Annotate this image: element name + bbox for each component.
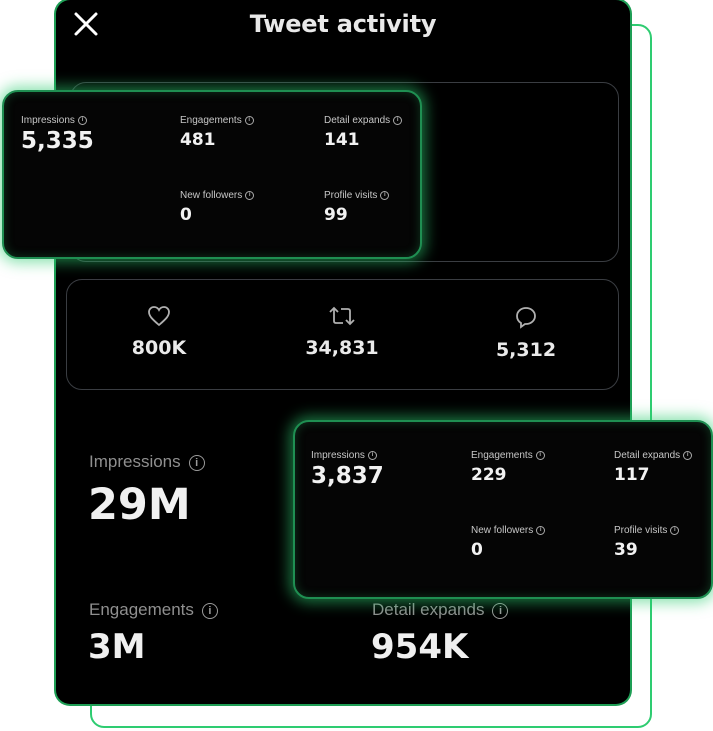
card-top-impressions-label: Impressions bbox=[21, 115, 75, 126]
card-top-profile-visits: Profile visits i 99 bbox=[324, 190, 390, 225]
page-title: Tweet activity bbox=[249, 10, 437, 38]
summary-engagements-label-text: Engagements bbox=[89, 600, 194, 619]
info-icon[interactable]: i bbox=[188, 454, 205, 471]
replies-count: 5,312 bbox=[495, 339, 557, 361]
retweets-count: 34,831 bbox=[305, 337, 379, 359]
metrics-card-top bbox=[2, 90, 422, 259]
info-icon[interactable]: i bbox=[535, 451, 545, 460]
card-bottom-impressions-label: Impressions bbox=[311, 450, 365, 461]
metrics-card-bottom bbox=[293, 420, 713, 599]
card-bottom-new-followers-value: 0 bbox=[471, 540, 483, 560]
info-icon[interactable]: i bbox=[536, 526, 546, 535]
card-bottom-detail-expands-value: 117 bbox=[614, 465, 650, 485]
card-top-new-followers-value: 0 bbox=[180, 205, 192, 225]
info-icon[interactable]: i bbox=[77, 116, 87, 125]
card-top-engagements: Engagements i 481 bbox=[180, 115, 254, 150]
retweet-icon bbox=[329, 306, 355, 326]
close-icon bbox=[74, 12, 98, 36]
reply-icon bbox=[516, 307, 536, 329]
info-icon[interactable]: i bbox=[245, 191, 255, 200]
summary-detail-expands-label-text: Detail expands bbox=[372, 600, 485, 619]
card-top-new-followers-label: New followers bbox=[180, 190, 243, 201]
card-top-engagements-label: Engagements bbox=[180, 115, 242, 126]
info-icon[interactable]: i bbox=[201, 602, 218, 619]
info-icon[interactable]: i bbox=[393, 116, 403, 125]
retweets-stat[interactable]: 34,831 bbox=[282, 305, 402, 359]
close-button[interactable] bbox=[72, 10, 102, 40]
info-icon[interactable]: i bbox=[492, 602, 509, 619]
card-bottom-engagements: Engagements i 229 bbox=[471, 450, 545, 485]
card-top-new-followers: New followers i 0 bbox=[180, 190, 255, 225]
card-top-impressions: Impressions i 5,335 bbox=[21, 115, 94, 154]
card-bottom-impressions-value: 3,837 bbox=[311, 463, 384, 489]
card-bottom-impressions: Impressions i 3,837 bbox=[311, 450, 384, 489]
summary-impressions-value: 29M bbox=[88, 480, 191, 530]
card-top-detail-expands: Detail expands i 141 bbox=[324, 115, 403, 150]
card-bottom-engagements-label: Engagements bbox=[471, 450, 533, 461]
heart-icon bbox=[148, 306, 170, 327]
card-bottom-profile-visits-label: Profile visits bbox=[614, 525, 668, 536]
info-icon[interactable]: i bbox=[380, 191, 390, 200]
card-top-detail-expands-value: 141 bbox=[324, 130, 360, 150]
card-bottom-engagements-value: 229 bbox=[471, 465, 507, 485]
summary-engagements-label: Engagements i bbox=[89, 600, 218, 620]
summary-detail-expands-value: 954K bbox=[371, 627, 469, 667]
card-top-impressions-value: 5,335 bbox=[21, 128, 94, 154]
card-top-detail-expands-label: Detail expands bbox=[324, 115, 391, 126]
summary-impressions-label: Impressions i bbox=[89, 452, 205, 472]
summary-impressions-label-text: Impressions bbox=[89, 452, 181, 471]
card-top-engagements-value: 481 bbox=[180, 130, 216, 150]
card-bottom-profile-visits: Profile visits i 39 bbox=[614, 525, 680, 560]
info-icon[interactable]: i bbox=[367, 451, 377, 460]
summary-detail-expands-label: Detail expands i bbox=[372, 600, 509, 620]
replies-stat[interactable]: 5,312 bbox=[466, 305, 586, 361]
reactions-box bbox=[66, 279, 619, 390]
info-icon[interactable]: i bbox=[683, 451, 693, 460]
summary-engagements-value: 3M bbox=[88, 627, 146, 667]
card-bottom-new-followers-label: New followers bbox=[471, 525, 534, 536]
card-bottom-profile-visits-value: 39 bbox=[614, 540, 638, 560]
card-top-profile-visits-value: 99 bbox=[324, 205, 348, 225]
likes-count: 800K bbox=[131, 337, 187, 359]
card-bottom-new-followers: New followers i 0 bbox=[471, 525, 546, 560]
card-bottom-detail-expands: Detail expands i 117 bbox=[614, 450, 693, 485]
card-top-profile-visits-label: Profile visits bbox=[324, 190, 378, 201]
info-icon[interactable]: i bbox=[670, 526, 680, 535]
card-bottom-detail-expands-label: Detail expands bbox=[614, 450, 681, 461]
likes-stat[interactable]: 800K bbox=[99, 305, 219, 359]
info-icon[interactable]: i bbox=[244, 116, 254, 125]
